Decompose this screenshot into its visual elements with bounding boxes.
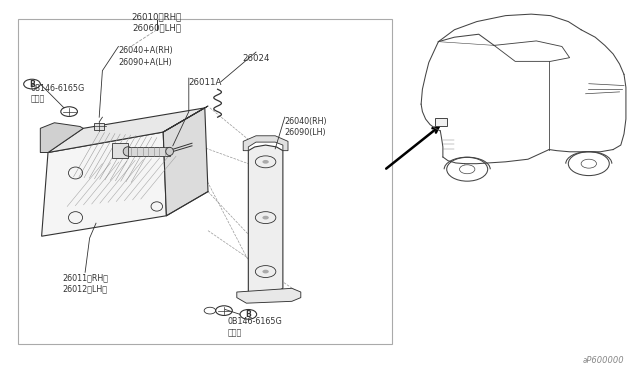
Circle shape (262, 160, 269, 164)
Bar (94, 123, 104, 130)
Polygon shape (42, 132, 166, 236)
Text: 26040+A(RH)
26090+A(LH): 26040+A(RH) 26090+A(LH) (118, 46, 173, 67)
Circle shape (262, 270, 269, 273)
Text: 26024: 26024 (242, 54, 269, 63)
Text: 26011A: 26011A (189, 78, 222, 87)
Text: 08146-6165G
（１）: 08146-6165G （１） (31, 84, 85, 104)
Text: 26010〈RH〉
26060〈LH〉: 26010〈RH〉 26060〈LH〉 (132, 12, 182, 32)
Text: ∂P600000: ∂P600000 (582, 356, 624, 365)
Polygon shape (163, 108, 208, 216)
Text: 26011（RH）
26012（LH）: 26011（RH） 26012（LH） (63, 273, 109, 294)
Bar (18, 19, 392, 344)
Bar (112, 143, 128, 158)
Text: B: B (29, 80, 35, 89)
Text: 0B146-6165G
（２）: 0B146-6165G （２） (227, 317, 282, 337)
Polygon shape (243, 136, 288, 151)
Polygon shape (237, 288, 301, 303)
Circle shape (262, 216, 269, 219)
Bar (435, 118, 447, 126)
Polygon shape (248, 145, 283, 298)
Text: 26040(RH)
26090(LH): 26040(RH) 26090(LH) (285, 117, 328, 137)
Ellipse shape (166, 147, 173, 155)
Polygon shape (40, 123, 83, 153)
Polygon shape (48, 108, 205, 153)
Ellipse shape (123, 147, 133, 156)
Bar (128, 147, 170, 156)
Text: B: B (246, 310, 251, 319)
